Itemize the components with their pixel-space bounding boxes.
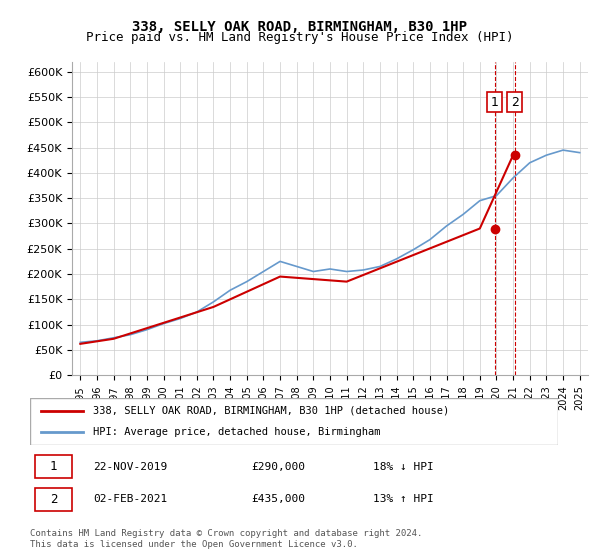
- Text: HPI: Average price, detached house, Birmingham: HPI: Average price, detached house, Birm…: [94, 427, 381, 437]
- Text: 13% ↑ HPI: 13% ↑ HPI: [373, 494, 434, 504]
- Text: 1: 1: [50, 460, 58, 473]
- Text: 338, SELLY OAK ROAD, BIRMINGHAM, B30 1HP: 338, SELLY OAK ROAD, BIRMINGHAM, B30 1HP: [133, 20, 467, 34]
- Text: 02-FEB-2021: 02-FEB-2021: [94, 494, 167, 504]
- Text: 338, SELLY OAK ROAD, BIRMINGHAM, B30 1HP (detached house): 338, SELLY OAK ROAD, BIRMINGHAM, B30 1HP…: [94, 406, 449, 416]
- FancyBboxPatch shape: [35, 488, 72, 511]
- Text: £435,000: £435,000: [252, 494, 306, 504]
- Text: £290,000: £290,000: [252, 462, 306, 472]
- Text: 2: 2: [511, 96, 518, 109]
- Text: Contains HM Land Registry data © Crown copyright and database right 2024.
This d: Contains HM Land Registry data © Crown c…: [30, 529, 422, 549]
- Text: 1: 1: [491, 96, 499, 109]
- Text: 22-NOV-2019: 22-NOV-2019: [94, 462, 167, 472]
- Text: Price paid vs. HM Land Registry's House Price Index (HPI): Price paid vs. HM Land Registry's House …: [86, 31, 514, 44]
- FancyBboxPatch shape: [35, 455, 72, 478]
- Text: 2: 2: [50, 493, 58, 506]
- Text: 18% ↓ HPI: 18% ↓ HPI: [373, 462, 434, 472]
- FancyBboxPatch shape: [30, 398, 558, 445]
